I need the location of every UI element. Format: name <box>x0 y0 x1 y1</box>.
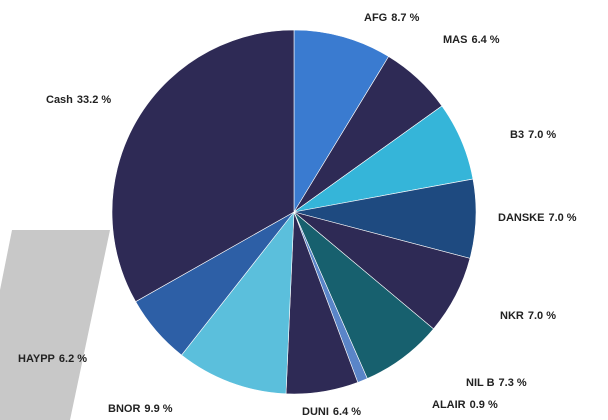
slice-value: 7.0 % <box>528 129 556 141</box>
slice-value: 8.7 % <box>391 12 419 24</box>
slice-label: ALAIR 0.9 % <box>432 399 498 411</box>
pie-slice <box>293 29 390 214</box>
slice-category: DANSKE <box>498 212 544 224</box>
slice-label: DUNI 6.4 % <box>302 406 361 418</box>
pie-slice <box>111 29 295 303</box>
slice-category: MAS <box>443 34 467 46</box>
slice-category: ALAIR <box>432 399 466 411</box>
slice-value: 7.3 % <box>499 377 527 389</box>
slice-label: B3 7.0 % <box>510 129 556 141</box>
slice-category: AFG <box>364 12 387 24</box>
slice-value: 0.9 % <box>470 399 498 411</box>
slice-category: HAYPP <box>18 353 55 365</box>
slice-label: AFG 8.7 % <box>364 12 420 24</box>
slice-label: HAYPP 6.2 % <box>18 353 87 365</box>
slice-label: BNOR 9.9 % <box>108 403 173 415</box>
slice-value: 7.0 % <box>548 212 576 224</box>
slice-label: DANSKE 7.0 % <box>498 212 577 224</box>
slice-label: NIL B 7.3 % <box>466 377 527 389</box>
pie <box>111 29 477 395</box>
slice-label: NKR 7.0 % <box>500 310 556 322</box>
slice-category: B3 <box>510 129 524 141</box>
slice-category: Cash <box>46 94 73 106</box>
slice-value: 6.2 % <box>59 353 87 365</box>
slice-label: Cash 33.2 % <box>46 94 111 106</box>
slice-value: 33.2 % <box>77 94 111 106</box>
slice-category: DUNI <box>302 406 329 418</box>
slice-value: 6.4 % <box>471 34 499 46</box>
labels: AFG 8.7 % MAS 6.4 % B3 7.0 % DANSKE 7.0 % NKR 7.0… <box>18 12 577 418</box>
pie-slice <box>181 211 295 395</box>
slice-label: MAS 6.4 % <box>443 34 500 46</box>
slice-value: 9.9 % <box>144 403 172 415</box>
slice-category: NKR <box>500 310 524 322</box>
decoration <box>0 230 110 420</box>
slice-value: 7.0 % <box>528 310 556 322</box>
slice-category: NIL B <box>466 377 495 389</box>
slice-value: 6.4 % <box>333 406 361 418</box>
slice-category: BNOR <box>108 403 140 415</box>
